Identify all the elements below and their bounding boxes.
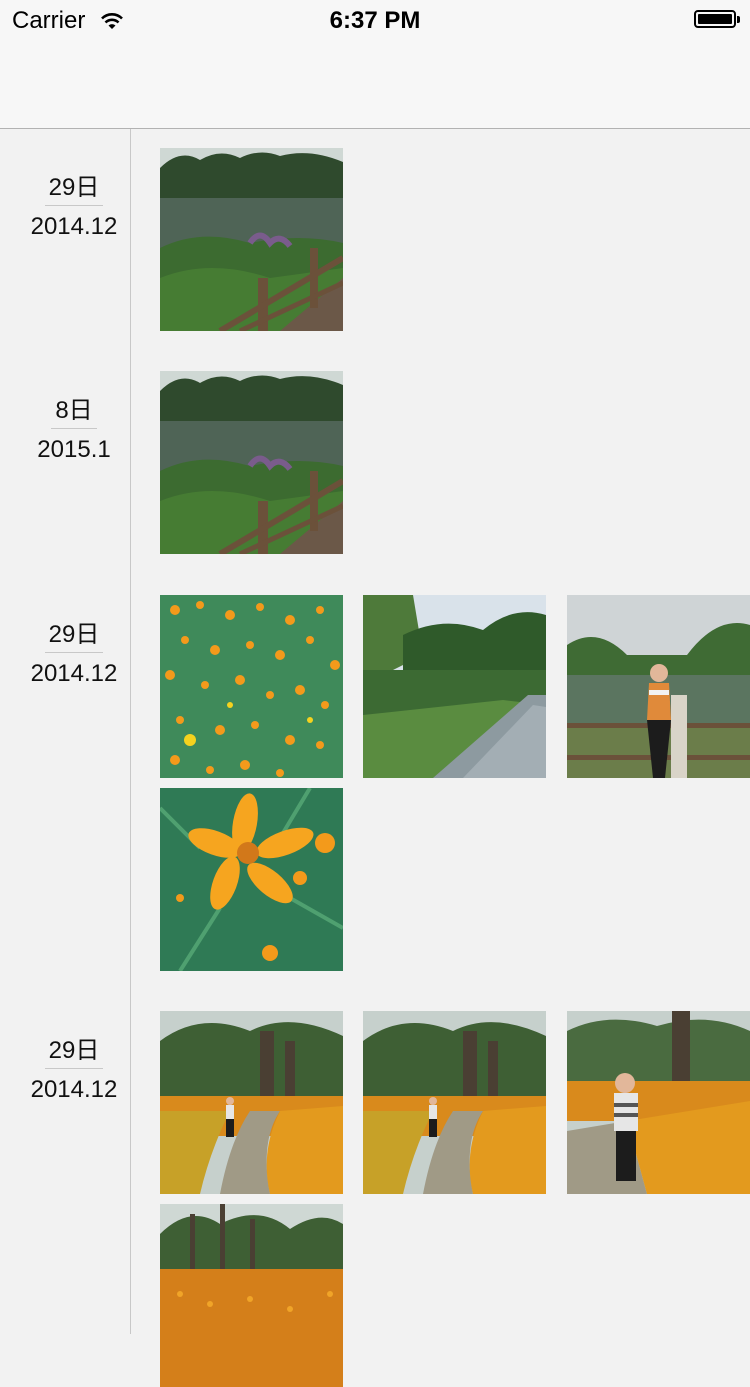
- timeline-section: 29日 2014.12: [0, 1011, 750, 1387]
- timeline-line: [130, 129, 131, 1334]
- photo-thumbnail[interactable]: [160, 148, 343, 331]
- timeline-section: 29日 2014.12: [0, 595, 750, 995]
- year-month-label: 2014.12: [30, 1076, 118, 1103]
- photo-thumbnail[interactable]: [160, 595, 343, 778]
- day-label: 8日: [51, 395, 97, 429]
- status-bar: Carrier 6:37 PM: [0, 0, 750, 40]
- date-label: 8日 2015.1: [16, 395, 132, 467]
- carrier-label: Carrier: [12, 7, 86, 34]
- photo-thumbnail[interactable]: [567, 1011, 750, 1194]
- navigation-bar: [0, 40, 750, 129]
- day-label: 29日: [44, 619, 104, 653]
- battery-icon: [694, 10, 740, 28]
- photo-thumbnail[interactable]: [363, 595, 546, 778]
- date-label: 29日 2014.12: [16, 172, 132, 244]
- day-label: 29日: [44, 172, 104, 206]
- date-label: 29日 2014.12: [16, 619, 132, 691]
- timeline-section: 8日 2015.1: [0, 371, 750, 581]
- date-label: 29日 2014.12: [16, 1035, 132, 1107]
- photo-thumbnail[interactable]: [160, 1011, 343, 1194]
- year-month-label: 2015.1: [37, 436, 111, 463]
- photo-thumbnail[interactable]: [363, 1011, 546, 1194]
- clock: 6:37 PM: [329, 7, 421, 34]
- photo-thumbnail[interactable]: [160, 1204, 343, 1387]
- wifi-icon: [100, 9, 124, 31]
- day-label: 29日: [44, 1035, 104, 1069]
- year-month-label: 2014.12: [30, 660, 118, 687]
- photo-thumbnail[interactable]: [160, 788, 343, 971]
- timeline-section: 29日 2014.12: [0, 148, 750, 358]
- photo-thumbnail[interactable]: [567, 595, 750, 778]
- photo-thumbnail[interactable]: [160, 371, 343, 554]
- year-month-label: 2014.12: [30, 213, 118, 240]
